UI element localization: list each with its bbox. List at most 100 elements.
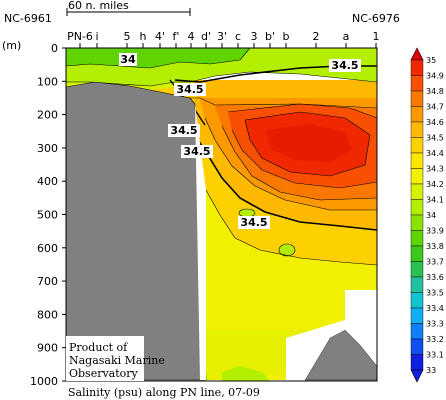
chart-title: Salinity (psu) along PN line, 07-09 <box>68 386 260 399</box>
colorbar-swatch <box>410 323 424 340</box>
field-35-core <box>265 124 352 162</box>
colorbar-swatch <box>410 152 424 169</box>
colorbar-label: 33.8 <box>426 242 444 251</box>
station-label: 2 <box>313 30 320 43</box>
colorbar-label: 34.8 <box>426 87 444 96</box>
scale-bar-label: 60 n. miles <box>68 0 129 12</box>
y-tick-label: 200 <box>37 109 58 122</box>
contour-label: 34.5 <box>183 145 210 158</box>
colorbar-label: 33.7 <box>426 258 444 267</box>
y-tick-label: 800 <box>37 308 58 321</box>
colorbar-swatch <box>410 230 424 247</box>
field-patch-34-2-b <box>279 244 295 256</box>
colorbar-swatch <box>410 307 424 324</box>
contour-label: 34 <box>120 53 136 66</box>
station-label: b' <box>265 30 275 43</box>
colorbar-label: 34.2 <box>426 180 444 189</box>
contour-label-bg <box>119 53 137 66</box>
plot-frame <box>65 47 378 382</box>
colorbar-label: 33.5 <box>426 289 444 298</box>
colorbar-label: 33.3 <box>426 320 444 329</box>
contour-lines <box>65 47 378 266</box>
end-label-right: NC-6976 <box>352 12 400 25</box>
colorbar-swatch <box>410 168 424 185</box>
colorbar-label: 34.6 <box>426 118 444 127</box>
y-tick-label: 600 <box>37 242 58 255</box>
y-tick-label: 1000 <box>30 375 58 388</box>
contour-label: 34.5 <box>331 59 358 72</box>
colorbar-swatch <box>410 199 424 216</box>
colorbar-label: 34.1 <box>426 196 444 205</box>
colorbar-label: 33.9 <box>426 227 444 236</box>
station-label: a <box>343 30 350 43</box>
y-tick-label: 400 <box>37 175 58 188</box>
no-data-right-deep <box>345 290 377 366</box>
y-axis-label: (m) <box>2 39 21 52</box>
contour-label: 34.5 <box>240 216 267 229</box>
contour-label-bg <box>329 59 361 72</box>
colorbar-label: 33 <box>426 366 436 375</box>
colorbar-label: 34.3 <box>426 165 444 174</box>
station-label: c <box>235 30 241 43</box>
field-surface-33-8 <box>66 48 250 68</box>
colorbar-label: 35 <box>426 56 436 65</box>
colorbar-min-arrow <box>410 369 424 383</box>
colorbar-swatch <box>410 106 424 123</box>
contour-label-bg <box>181 145 213 158</box>
colorbar: 35 34.9 34.8 34.7 34.6 34.5 34.4 34.3 34.2 34.1 34… <box>410 47 444 383</box>
colorbar-swatch <box>410 214 424 231</box>
end-label-left: NC-6961 <box>4 12 52 25</box>
no-data-right-bottom <box>286 320 345 380</box>
station-label: b <box>283 30 290 43</box>
no-data-left-gap <box>195 104 206 380</box>
colorbar-label: 34.4 <box>426 149 444 158</box>
station-label: 4 <box>188 30 195 43</box>
colorbar-label: 34.5 <box>426 134 444 143</box>
colorbar-swatch <box>410 245 424 262</box>
station-label: 3' <box>217 30 227 43</box>
station-label: 1 <box>373 30 380 43</box>
colorbar-label: 34.9 <box>426 72 444 81</box>
scale-bar: 60 n. miles <box>66 0 191 16</box>
colorbar-label: 33.4 <box>426 304 444 313</box>
colorbar-label: 34 <box>426 211 436 220</box>
colorbar-swatch <box>410 354 424 371</box>
colorbar-swatch <box>410 75 424 92</box>
colorbar-swatch <box>410 276 424 293</box>
y-tick-label: 0 <box>51 42 58 55</box>
station-label: 3 <box>251 30 258 43</box>
station-label: h <box>140 30 147 43</box>
colorbar-swatch <box>410 261 424 278</box>
colorbar-label: 34.7 <box>426 103 444 112</box>
colorbar-label: 33.2 <box>426 335 444 344</box>
station-label: d' <box>201 30 211 43</box>
station-label: PN-6 <box>67 30 93 43</box>
station-labels: PN-6 i 5 h 4' f' 4 d' 3' c 3 b' b 2 a 1 <box>67 30 380 48</box>
contour-labels: 34 34.5 34.5 34.5 34.5 34.5 <box>119 53 361 229</box>
colorbar-swatch <box>410 59 424 76</box>
colorbar-swatch <box>410 183 424 200</box>
y-tick-label: 300 <box>37 142 58 155</box>
y-tick-label: 900 <box>37 342 58 355</box>
contour-label-bg <box>238 216 270 229</box>
contour-label: 34.5 <box>170 124 197 137</box>
credit-line-3: Observatory <box>69 367 139 380</box>
colorbar-swatch <box>410 292 424 309</box>
credit-line-2: Nagasaki Marine <box>69 354 165 367</box>
station-label: 4' <box>155 30 165 43</box>
colorbar-swatch <box>410 121 424 138</box>
station-label: f' <box>173 30 180 43</box>
contour-label-bg <box>174 83 206 96</box>
colorbar-label: 33.6 <box>426 273 444 282</box>
colorbar-swatch <box>410 338 424 355</box>
field-patch-deep <box>222 366 270 381</box>
credit-box: Product of Nagasaki Marine Observatory <box>66 336 165 381</box>
field-patch-34-2-a <box>239 209 255 217</box>
plot-area: 34 34.5 34.5 34.5 34.5 34.5 <box>65 47 378 382</box>
y-tick-label: 500 <box>37 209 58 222</box>
colorbar-label: 33.1 <box>426 351 444 360</box>
colorbar-swatch <box>410 137 424 154</box>
station-label: i <box>95 30 98 43</box>
y-axis-ticks: 0 100 200 300 400 500 600 700 800 900 1000 <box>30 42 66 388</box>
